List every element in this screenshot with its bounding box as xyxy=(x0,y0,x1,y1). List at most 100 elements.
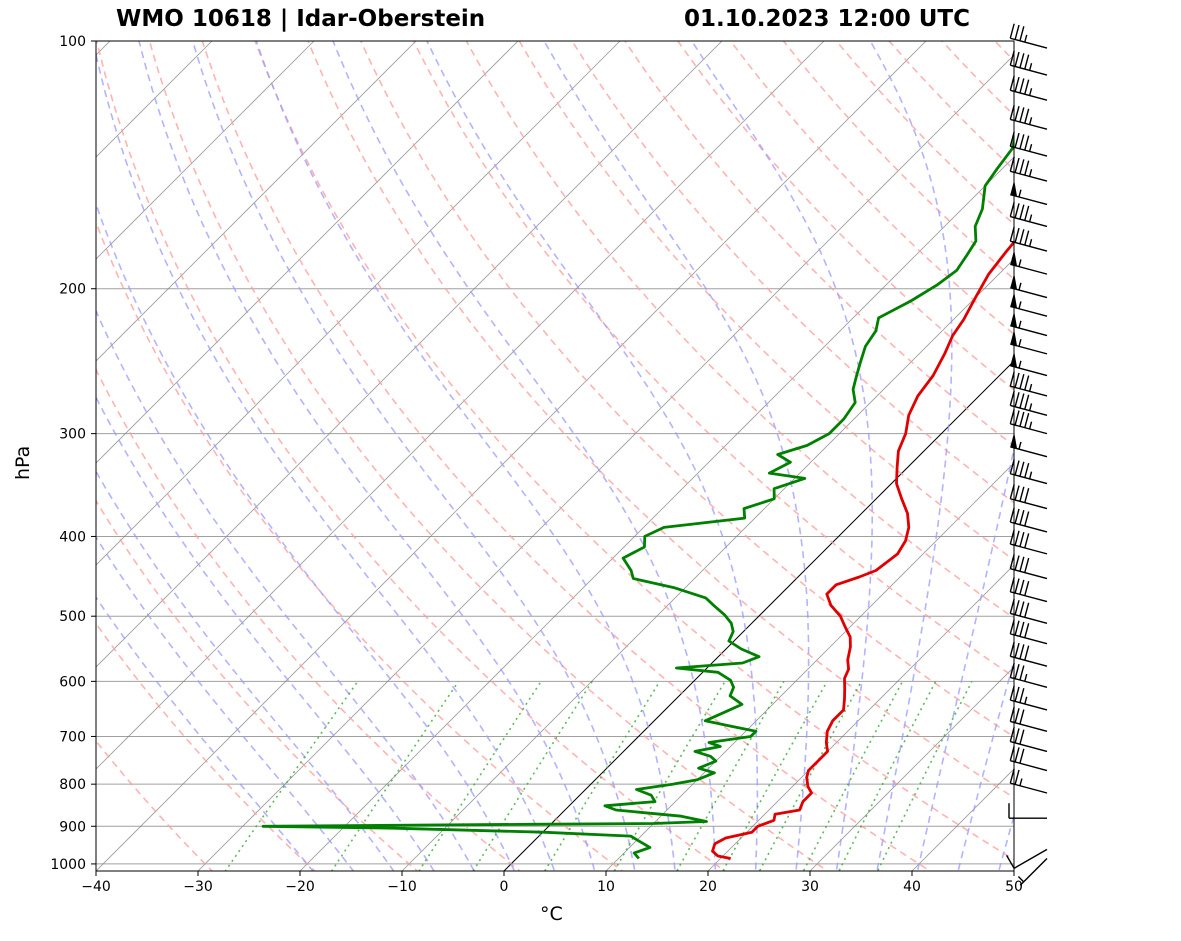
wind-barb xyxy=(1010,273,1048,299)
x-tick-label: −30 xyxy=(183,879,213,895)
wind-barb xyxy=(1008,803,1047,819)
wind-barb xyxy=(1010,329,1048,355)
isotherm-line xyxy=(605,462,1014,871)
wind-barb xyxy=(1009,75,1048,101)
dry-adiabat-line xyxy=(1082,23,1181,882)
wind-barb xyxy=(1009,371,1048,397)
isotherm-line xyxy=(707,564,1014,871)
mixing-ratio-line xyxy=(543,680,661,871)
dry-adiabat-line xyxy=(96,367,522,871)
wind-barb xyxy=(1010,180,1048,206)
y-axis: 100 200 300 400 500 600 700 800 900 1000 xyxy=(50,34,96,873)
moist-adiabat-line xyxy=(997,813,1014,871)
mixing-ratio-line xyxy=(722,681,828,871)
isotherm-line xyxy=(401,258,1014,871)
moist-adiabat-line xyxy=(96,308,476,871)
wind-barb xyxy=(1009,390,1048,416)
mixing-ratio-line xyxy=(838,681,937,871)
dry-adiabat-line xyxy=(993,41,1014,62)
wind-barb xyxy=(1009,577,1048,603)
wind-barb xyxy=(1010,351,1048,377)
dry-adiabat-line xyxy=(1030,23,1181,882)
wind-barb xyxy=(1009,706,1048,732)
wind-barb xyxy=(1009,662,1048,688)
moist-adiabat-line xyxy=(691,41,873,871)
isotherm-line xyxy=(96,41,315,260)
dry-adiabat-line xyxy=(1134,23,1181,882)
background-lines xyxy=(96,23,1181,882)
y-tick-label: 200 xyxy=(59,282,86,298)
wind-barb xyxy=(1009,641,1048,667)
wind-barb xyxy=(1009,104,1048,130)
isotherm-line xyxy=(911,768,1014,871)
wind-barb xyxy=(1009,409,1048,435)
dry-adiabat-line xyxy=(201,41,932,871)
dry-adiabat-line xyxy=(96,41,727,871)
y-tick-label: 300 xyxy=(59,427,86,443)
y-tick-label: 1000 xyxy=(50,857,86,873)
moist-adiabat-line xyxy=(138,41,596,871)
isotherm-line xyxy=(809,666,1014,871)
dry-adiabat-line xyxy=(676,41,1014,391)
wind-barb xyxy=(1009,201,1048,228)
moist-adiabat-line xyxy=(96,50,556,871)
x-tick-label: −40 xyxy=(81,879,111,895)
isotherm-line xyxy=(96,41,417,362)
x-tick-label: −10 xyxy=(387,879,417,895)
x-tick-label: 20 xyxy=(699,879,717,895)
moist-adiabat-line xyxy=(96,595,314,871)
dry-adiabat-line xyxy=(412,41,1014,678)
wind-barb xyxy=(1009,768,1048,794)
dry-adiabat-line xyxy=(518,41,1014,561)
mixing-ratio-line xyxy=(802,681,904,871)
y-tick-label: 800 xyxy=(59,777,86,793)
isotherm-line xyxy=(96,41,723,668)
isotherm-line xyxy=(197,54,1014,871)
moist-adiabat-line xyxy=(191,41,636,871)
y-tick-label: 700 xyxy=(59,729,86,745)
wind-barb xyxy=(1009,746,1048,772)
dry-adiabat-line xyxy=(96,220,624,871)
moist-adiabat-line xyxy=(96,201,516,871)
x-tick-label: 30 xyxy=(801,879,819,895)
dry-adiabat-line xyxy=(782,41,1014,281)
wind-barb xyxy=(1009,226,1048,252)
x-tick-label: 40 xyxy=(903,879,921,895)
dry-adiabat-line xyxy=(254,41,1014,861)
isotherm-line xyxy=(96,41,519,464)
x-tick-label: 0 xyxy=(500,879,509,895)
wind-barb xyxy=(1009,529,1048,555)
isotherm-line xyxy=(96,41,927,871)
wind-barb xyxy=(1009,507,1048,533)
dry-adiabat-line xyxy=(571,41,1014,504)
wind-barb xyxy=(1010,311,1048,337)
wind-barb xyxy=(1009,619,1048,645)
wind-barb xyxy=(1009,156,1048,182)
wind-barb xyxy=(1009,554,1048,580)
dry-adiabat-line xyxy=(96,499,419,871)
wind-barb xyxy=(1009,459,1048,485)
moist-adiabat-line xyxy=(96,535,355,871)
wind-barb xyxy=(1017,858,1048,886)
zero-isotherm-line xyxy=(503,360,1014,871)
dry-adiabat-line xyxy=(359,41,1014,738)
mixing-ratio-line xyxy=(418,680,542,871)
wind-barb xyxy=(1005,848,1048,869)
moist-adiabat-line xyxy=(96,395,435,871)
moist-adiabat-line xyxy=(543,41,810,871)
wind-barb xyxy=(1010,291,1048,317)
y-tick-label: 500 xyxy=(59,609,86,625)
isotherm-line xyxy=(96,41,111,56)
dewpoint-profile-line xyxy=(261,133,1014,860)
wind-barb xyxy=(1009,131,1048,157)
moist-adiabat-line xyxy=(916,444,1014,871)
chart-title-datetime: 01.10.2023 12:00 UTC xyxy=(684,6,970,32)
sounding-profiles xyxy=(261,133,1014,860)
isotherm-line xyxy=(96,41,213,158)
chart-title-station: WMO 10618 | Idar-Oberstein xyxy=(116,6,486,32)
isotherm-line xyxy=(96,41,825,770)
mixing-ratio-line xyxy=(472,680,593,871)
wind-barb xyxy=(1009,598,1048,624)
dry-adiabat-line xyxy=(465,41,1014,620)
